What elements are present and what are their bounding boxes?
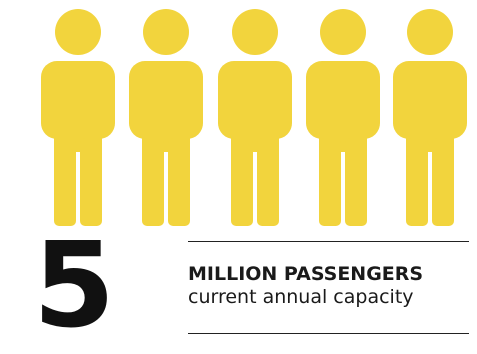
- person-icon: [41, 8, 115, 226]
- headline: MILLION PASSENGERS: [188, 263, 424, 285]
- big-number: 5: [33, 216, 115, 354]
- person-icon: [129, 8, 203, 226]
- divider-top: [188, 241, 469, 242]
- person-icon: [306, 8, 380, 226]
- people-icons-row: [41, 8, 467, 226]
- person-icon: [218, 8, 292, 226]
- subline: current annual capacity: [188, 286, 414, 308]
- divider-bottom: [188, 333, 469, 334]
- person-icon: [393, 8, 467, 226]
